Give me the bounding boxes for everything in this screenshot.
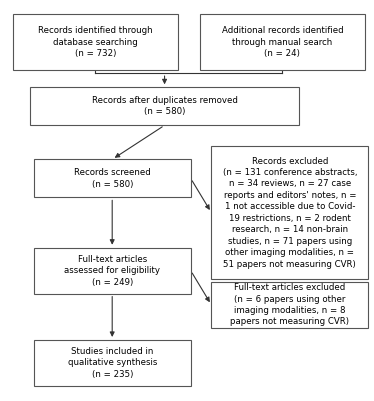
Text: Studies included in
qualitative synthesis
(n = 235): Studies included in qualitative synthesi… (68, 347, 157, 379)
Text: Records excluded
(n = 131 conference abstracts,
n = 34 reviews, n = 27 case
repo: Records excluded (n = 131 conference abs… (223, 156, 357, 269)
FancyBboxPatch shape (13, 14, 178, 70)
Text: Additional records identified
through manual search
(n = 24): Additional records identified through ma… (221, 26, 343, 58)
Text: Records screened
(n = 580): Records screened (n = 580) (74, 168, 151, 188)
FancyBboxPatch shape (34, 248, 191, 294)
Text: Full-text articles
assessed for eligibility
(n = 249): Full-text articles assessed for eligibil… (64, 255, 160, 287)
FancyBboxPatch shape (211, 146, 368, 279)
FancyBboxPatch shape (200, 14, 365, 70)
FancyBboxPatch shape (30, 87, 299, 125)
FancyBboxPatch shape (211, 282, 368, 328)
Text: Full-text articles excluded
(n = 6 papers using other
imaging modalities, n = 8
: Full-text articles excluded (n = 6 paper… (230, 283, 349, 326)
Text: Records identified through
database searching
(n = 732): Records identified through database sear… (38, 26, 153, 58)
FancyBboxPatch shape (34, 340, 191, 386)
Text: Records after duplicates removed
(n = 580): Records after duplicates removed (n = 58… (92, 96, 237, 116)
FancyBboxPatch shape (34, 159, 191, 197)
